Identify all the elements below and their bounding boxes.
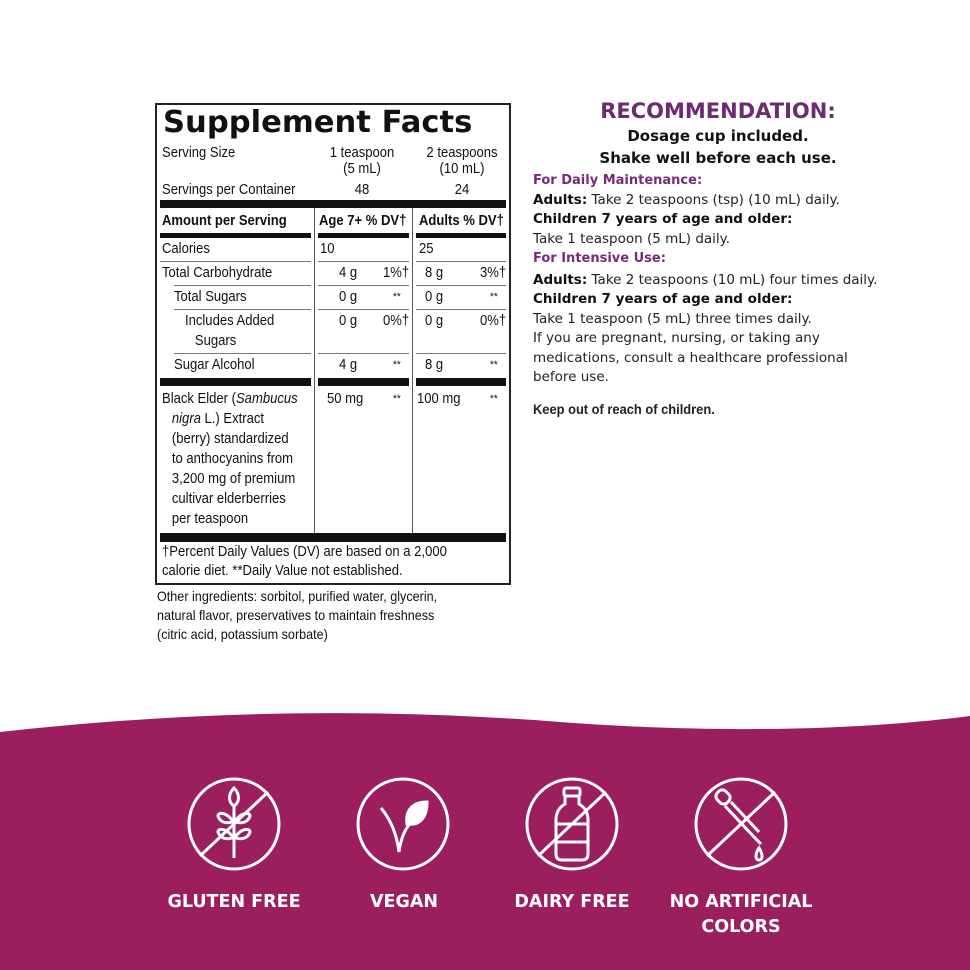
header-child-dv: Age 7+ % DV† — [319, 213, 407, 229]
footnote: †Percent Daily Values (DV) are based on … — [162, 544, 447, 579]
servings-adult: 24 — [454, 182, 470, 198]
elder-child-amount: 50 mg — [327, 391, 364, 407]
daily-children: Take 1 teaspoon (5 mL) daily. — [533, 230, 731, 247]
elder-adult-amount: 100 mg — [417, 391, 461, 407]
nutrient-name: Total Sugars — [174, 289, 247, 305]
other-ingredients: Other ingredients: sorbitol, purified wa… — [157, 588, 438, 642]
elder-child-dv: ** — [393, 393, 401, 405]
adult-dv: 3%† — [480, 265, 507, 281]
child-amount: 4 g — [339, 265, 358, 281]
header-adult-dv: Adults % DV† — [419, 213, 504, 229]
child-dv: ** — [393, 359, 401, 371]
black-elder-name: Black Elder (Sambucus nigra L.) Extract … — [162, 391, 298, 527]
badge-label-vegan: VEGAN — [369, 892, 439, 912]
child-dv: 1%† — [383, 265, 410, 281]
vegan-leaf-icon — [356, 777, 450, 871]
badge-label-dairy-free: DAIRY FREE — [514, 892, 630, 912]
dosage-cup-note: Dosage cup included. — [627, 127, 809, 145]
keep-out-note: Keep out of reach of children. — [533, 400, 715, 417]
no-dropper-icon — [694, 777, 788, 871]
warning: If you are pregnant, nursing, or taking … — [533, 330, 848, 385]
facts-title: Supplement Facts — [163, 105, 473, 140]
daily-adults: Adults: Take 2 teaspoons (tsp) (10 mL) d… — [533, 191, 840, 208]
no-milk-bottle-icon — [525, 777, 619, 871]
badge-label-no-artificial-colors: NO ARTIFICIAL COLORS — [669, 892, 813, 937]
child-dv: ** — [393, 291, 401, 303]
no-wheat-icon — [187, 777, 281, 871]
badge-label-gluten-free: GLUTEN FREE — [167, 892, 301, 912]
nutrient-name: Calories — [162, 241, 210, 257]
child-amount: 10 — [320, 241, 335, 257]
serving-child: 1 teaspoon (5 mL) — [329, 145, 395, 177]
child-amount: 4 g — [339, 357, 358, 373]
child-dv: 0%† — [383, 313, 410, 329]
servings-child: 48 — [354, 182, 370, 198]
column-divider — [314, 208, 315, 533]
adult-amount: 8 g — [425, 265, 444, 281]
serving-size-label: Serving Size — [162, 145, 236, 161]
supplement-facts-panel: Supplement Facts Serving Size 1 teaspoon… — [155, 103, 511, 585]
daily-heading: For Daily Maintenance: — [533, 173, 703, 188]
adult-amount: 0 g — [425, 289, 444, 305]
shake-note: Shake well before each use. — [599, 149, 837, 167]
daily-children-label: Children 7 years of age and older: — [533, 211, 793, 227]
adult-dv: ** — [490, 291, 498, 303]
adult-amount: 25 — [419, 241, 434, 257]
intensive-heading: For Intensive Use: — [533, 251, 666, 266]
intensive-children: Take 1 teaspoon (5 mL) three times daily… — [533, 310, 812, 327]
elder-adult-dv: ** — [490, 393, 498, 405]
divider — [160, 200, 506, 208]
header-amount: Amount per Serving — [162, 213, 287, 229]
servings-label: Servings per Container — [162, 182, 296, 198]
nutrient-name: Sugar Alcohol — [174, 357, 255, 373]
child-amount: 0 g — [339, 313, 358, 329]
child-amount: 0 g — [339, 289, 358, 305]
adult-dv: ** — [490, 359, 498, 371]
nutrient-name: Total Carbohydrate — [162, 265, 273, 281]
adult-amount: 8 g — [425, 357, 444, 373]
intensive-adults: Adults: Take 2 teaspoons (10 mL) four ti… — [533, 271, 878, 288]
adult-dv: 0%† — [480, 313, 507, 329]
serving-adult: 2 teaspoons (10 mL) — [426, 145, 498, 177]
purple-banner — [0, 713, 970, 970]
adult-amount: 0 g — [425, 313, 444, 329]
intensive-children-label: Children 7 years of age and older: — [533, 291, 793, 307]
nutrient-name: Includes Added Sugars — [185, 313, 275, 349]
recommendation-title: RECOMMENDATION: — [600, 99, 836, 123]
column-divider — [412, 208, 413, 533]
recommendation-section: RECOMMENDATION: Dosage cup included. Sha… — [533, 97, 903, 419]
